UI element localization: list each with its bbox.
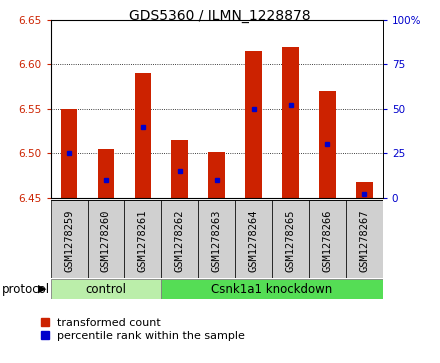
Text: GSM1278260: GSM1278260 — [101, 209, 111, 272]
FancyBboxPatch shape — [161, 200, 198, 278]
Legend: transformed count, percentile rank within the sample: transformed count, percentile rank withi… — [41, 318, 245, 340]
Bar — [51, 279, 161, 299]
Text: GSM1278265: GSM1278265 — [286, 209, 296, 272]
Bar — [172, 140, 188, 198]
Bar — [282, 47, 299, 198]
Text: GSM1278261: GSM1278261 — [138, 209, 148, 272]
Text: protocol: protocol — [2, 283, 50, 295]
FancyBboxPatch shape — [309, 200, 346, 278]
Bar — [209, 152, 225, 198]
Bar — [319, 91, 336, 198]
Bar — [356, 182, 373, 198]
FancyBboxPatch shape — [51, 200, 88, 278]
Bar — [161, 279, 383, 299]
Text: GSM1278262: GSM1278262 — [175, 209, 185, 272]
Bar — [61, 109, 77, 198]
FancyBboxPatch shape — [88, 200, 125, 278]
Text: ▶: ▶ — [38, 284, 47, 294]
FancyBboxPatch shape — [346, 200, 383, 278]
Bar — [246, 51, 262, 198]
Text: GSM1278266: GSM1278266 — [323, 209, 333, 272]
Text: control: control — [85, 283, 126, 295]
Text: Csnk1a1 knockdown: Csnk1a1 knockdown — [212, 283, 333, 295]
FancyBboxPatch shape — [272, 200, 309, 278]
FancyBboxPatch shape — [125, 200, 161, 278]
FancyBboxPatch shape — [198, 200, 235, 278]
Text: GDS5360 / ILMN_1228878: GDS5360 / ILMN_1228878 — [129, 9, 311, 23]
Text: GSM1278259: GSM1278259 — [64, 209, 74, 272]
Text: GSM1278267: GSM1278267 — [359, 209, 369, 272]
Bar — [135, 73, 151, 198]
Bar — [98, 149, 114, 198]
FancyBboxPatch shape — [235, 200, 272, 278]
Text: GSM1278263: GSM1278263 — [212, 209, 222, 272]
Text: GSM1278264: GSM1278264 — [249, 209, 259, 272]
